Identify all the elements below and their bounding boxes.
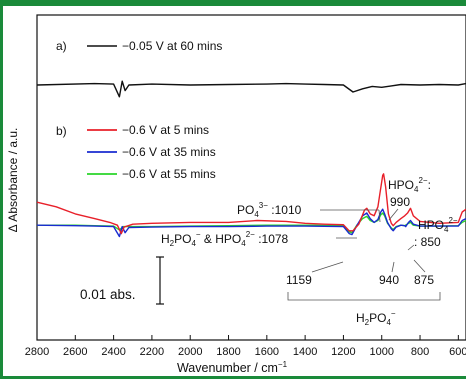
annotation-875: 875 [414,273,434,287]
x-tick-label: 1000 [369,346,393,358]
scale-bar [156,256,164,305]
annotation-940: 940 [379,273,399,287]
x-tick-label: 2600 [63,346,87,358]
leader-875 [413,259,426,273]
legend-b3-label: −0.6 V at 55 mins [122,167,216,181]
series-layer [36,80,466,238]
spectrum-line [36,80,466,98]
plot-area [36,14,466,341]
panel-b-label: b) [56,124,67,138]
x-axis-label: Wavenumber / cm−1 [177,360,288,375]
leader-940 [391,261,395,273]
panel-a-label: a) [56,39,67,53]
x-tick-label: 2000 [178,346,202,358]
x-tick-label: 1400 [293,346,317,358]
y-axis-label: Δ Absorbance / a.u. [6,128,20,233]
annotation-hpo4-right: HPO42− [418,216,458,234]
x-tick-label: 2200 [140,346,164,358]
annotation-hpo4-top: HPO42−: [388,176,431,194]
leader-850 [407,244,415,251]
top-border [0,0,466,6]
legend-b1-label: −0.6 V at 5 mins [122,123,209,137]
leader-po4-b [378,209,381,223]
scale-bar-label: 0.01 abs. [80,287,136,302]
annotation-1159: 1159 [286,273,312,287]
x-tick-label: 1800 [216,346,240,358]
leader-1159 [311,261,344,273]
legend-b2-label: −0.6 V at 35 mins [122,145,216,159]
legend-a-label: −0.05 V at 60 mins [122,39,222,53]
h2po4-bracket [287,292,441,301]
x-tick-label: 2400 [101,346,125,358]
spectrum-line [36,208,466,238]
x-tick-label: 2800 [25,346,49,358]
x-axis-ticks: 2800 2600 2400 2200 2000 1800 1600 1400 1200 1000… [25,335,466,358]
annotation-850: : 850 [414,235,441,249]
annotation-h2po4-bracket: H2PO4− [356,309,396,327]
annotation-990: 990 [390,195,410,209]
leader-990 [388,208,399,221]
x-tick-label: 1200 [331,346,355,358]
annotation-po4: PO43− :1010 [237,201,302,219]
spectrum-line [36,173,466,235]
x-tick-label: 800 [411,346,429,358]
annotation-h2po4-hpo4: H2PO4− & HPO42− :1078 [161,230,289,248]
x-tick-label: 1600 [255,346,279,358]
x-tick-label: 600 [449,346,466,358]
